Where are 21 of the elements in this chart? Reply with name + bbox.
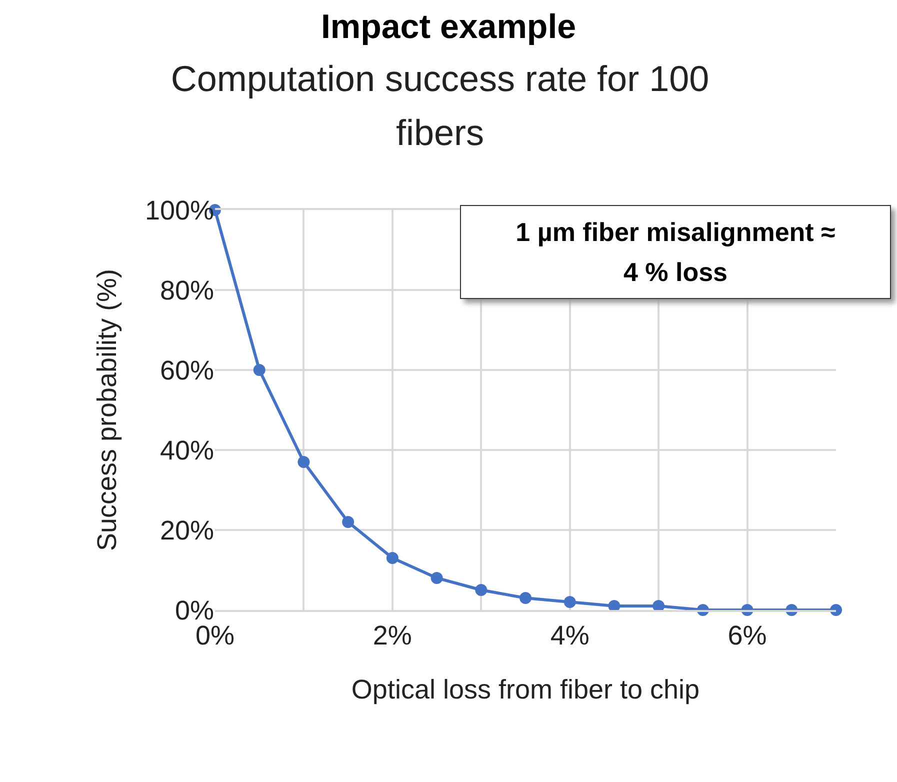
point xyxy=(564,596,576,608)
y-tick-label: 40% xyxy=(160,435,214,466)
chart-title: Impact example xyxy=(320,8,578,48)
x-axis-title: Optical loss from fiber to chip xyxy=(351,674,700,704)
point xyxy=(298,456,310,468)
chart-subtitle: Computation success rate for 100 fibers xyxy=(170,57,710,155)
point xyxy=(430,572,443,584)
y-tick-label: 80% xyxy=(160,275,214,306)
x-tick-label: 6% xyxy=(728,620,767,650)
y-tick-label: 20% xyxy=(160,515,214,546)
x-tick-label: 2% xyxy=(372,620,412,650)
y-axis-title: Success probability (%) xyxy=(92,268,122,552)
y-tick-label: 60% xyxy=(160,355,214,386)
text-box: 1 µm fiber misalignment ≈ 4 % loss xyxy=(460,205,891,299)
y-tick-label: 100% xyxy=(144,195,214,226)
point xyxy=(475,584,488,596)
point xyxy=(253,364,266,376)
point xyxy=(342,516,354,528)
point xyxy=(386,552,398,564)
point xyxy=(520,592,532,604)
x-tick-label: 4% xyxy=(550,620,590,650)
